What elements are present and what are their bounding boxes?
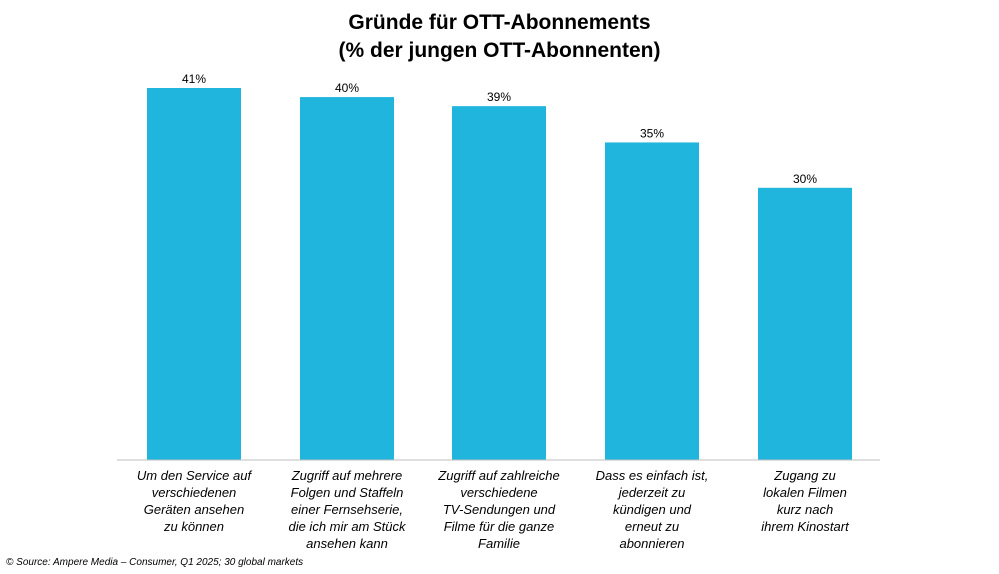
- data-label-5: 30%: [793, 172, 817, 186]
- data-label-3: 39%: [487, 90, 511, 104]
- chart-title-line: Gründe für OTT-Abonnements: [348, 11, 651, 34]
- category-label-4: Dass es einfach ist, jederzeit zu kündig…: [595, 468, 709, 551]
- category-label-2: Zugriff auf mehrere Folgen und Staffeln …: [288, 468, 406, 551]
- chart-subtitle-line: (% der jungen OTT-Abonnenten): [338, 39, 661, 62]
- bar-5: [758, 187, 852, 460]
- category-label-5: Zugang zu lokalen Filmen kurz nach ihrem…: [761, 468, 849, 534]
- bar-4: [605, 142, 699, 460]
- bar-2: [300, 97, 394, 460]
- chart-title: Gründe für OTT-Abonnements (% der jungen…: [0, 9, 999, 65]
- data-label-4: 35%: [640, 126, 664, 140]
- source-note: © Source: Ampere Media – Consumer, Q1 20…: [6, 557, 304, 568]
- data-label-2: 40%: [335, 81, 359, 95]
- bar-1: [147, 88, 241, 460]
- bar-3: [452, 106, 546, 461]
- data-label-1: 41%: [182, 72, 206, 86]
- category-label-3: Zugriff auf zahlreiche verschiedene TV-S…: [438, 468, 560, 551]
- category-label-1: Um den Service auf verschiedenen Geräten…: [136, 468, 252, 534]
